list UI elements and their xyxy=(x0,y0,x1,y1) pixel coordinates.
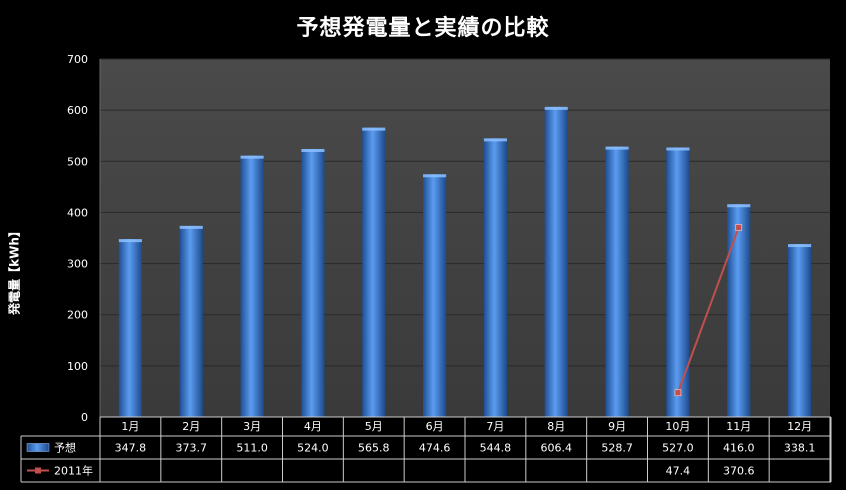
x-tick-label: 7月 xyxy=(486,420,504,433)
bar-6月 xyxy=(423,174,447,417)
bar-cap xyxy=(605,146,629,150)
bar-cap xyxy=(301,149,325,153)
plot-area xyxy=(100,59,830,417)
bar-1月 xyxy=(118,239,142,417)
bar-12月 xyxy=(788,244,812,417)
x-tick-label: 12月 xyxy=(787,420,812,433)
y-tick-label: 200 xyxy=(67,309,88,322)
bar-2月 xyxy=(179,225,203,417)
y-tick-label: 700 xyxy=(67,53,88,66)
bar-8月 xyxy=(544,106,568,417)
bar-cap xyxy=(544,106,568,110)
data-label-forecast: 474.6 xyxy=(419,442,451,455)
bar-10月 xyxy=(666,147,690,417)
bar-11月 xyxy=(727,204,751,417)
x-tick-label: 11月 xyxy=(726,420,751,433)
legend-key-bar xyxy=(26,443,50,452)
data-label-forecast: 338.1 xyxy=(784,442,816,455)
data-label-forecast: 524.0 xyxy=(297,442,329,455)
bar-cap xyxy=(483,138,507,142)
bar-cap xyxy=(362,127,386,131)
bar-3月 xyxy=(240,155,264,417)
bar-cap xyxy=(179,225,203,229)
point-2011-11月 xyxy=(735,224,743,231)
bar-7月 xyxy=(483,138,507,417)
data-label-2011: 370.6 xyxy=(723,465,755,478)
data-label-forecast: 528.7 xyxy=(601,442,633,455)
bar-5月 xyxy=(362,127,386,417)
y-tick-label: 300 xyxy=(67,258,88,271)
point-2011-10月 xyxy=(674,389,682,397)
bar-9月 xyxy=(605,146,629,417)
data-label-forecast: 606.4 xyxy=(541,442,573,455)
x-tick-label: 9月 xyxy=(608,420,626,433)
data-label-forecast: 347.8 xyxy=(115,442,147,455)
x-tick-label: 6月 xyxy=(426,420,444,433)
data-label-forecast: 416.0 xyxy=(723,442,755,455)
bar-cap xyxy=(240,155,264,159)
legend-label-2011: 2011年 xyxy=(54,464,93,478)
data-label-forecast: 373.7 xyxy=(176,442,208,455)
data-label-forecast: 565.8 xyxy=(358,442,390,455)
data-label-2011: 47.4 xyxy=(666,465,691,478)
x-tick-label: 5月 xyxy=(365,420,383,433)
y-tick-label: 0 xyxy=(81,411,88,424)
line-2011 xyxy=(676,227,740,394)
bar-4月 xyxy=(301,149,325,418)
y-tick-label: 400 xyxy=(67,206,88,219)
chart-title: 予想発電量と実績の比較 xyxy=(296,16,550,41)
y-tick-label: 100 xyxy=(67,360,88,373)
data-label-forecast: 511.0 xyxy=(236,442,268,455)
legend-key-marker xyxy=(35,467,41,474)
bar-cap xyxy=(423,174,447,178)
legend-label-forecast: 予想 xyxy=(54,441,76,455)
data-label-forecast: 527.0 xyxy=(662,442,694,455)
x-tick-label: 8月 xyxy=(547,420,565,433)
bar-cap xyxy=(118,239,142,243)
x-tick-label: 2月 xyxy=(182,420,200,433)
x-tick-label: 10月 xyxy=(665,420,690,433)
x-tick-label: 3月 xyxy=(243,420,261,433)
bar-cap xyxy=(788,244,812,248)
x-tick-label: 1月 xyxy=(121,420,139,433)
y-tick-label: 600 xyxy=(67,104,88,117)
bar-cap xyxy=(727,204,751,208)
data-label-forecast: 544.8 xyxy=(480,442,512,455)
bar-cap xyxy=(666,147,690,151)
y-tick-label: 500 xyxy=(67,155,88,168)
x-tick-label: 4月 xyxy=(304,420,322,433)
